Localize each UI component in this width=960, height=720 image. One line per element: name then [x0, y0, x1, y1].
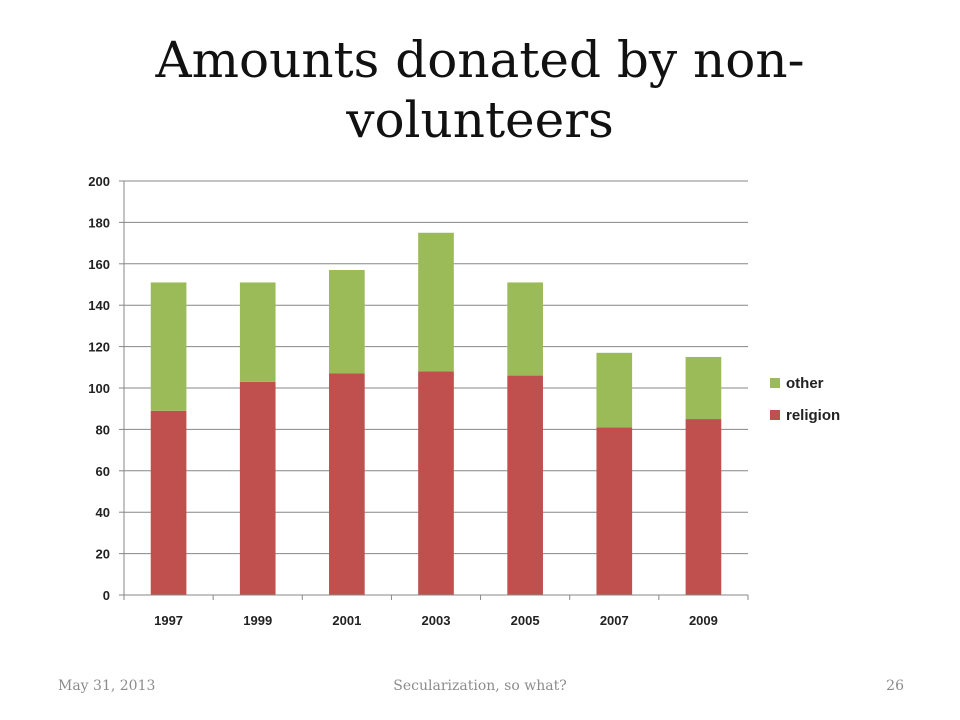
bar-other-2005 — [507, 282, 543, 376]
bar-religion-1997 — [150, 410, 187, 595]
x-tick-label: 2007 — [600, 613, 629, 628]
x-tick-label: 2003 — [422, 613, 451, 628]
x-tick-label: 2009 — [689, 613, 718, 628]
legend: other religion — [770, 375, 840, 424]
footer-page-number: 26 — [886, 678, 904, 694]
bar-other-1999 — [239, 282, 276, 382]
legend-label-other: other — [786, 375, 824, 392]
bar-other-2007 — [596, 352, 633, 428]
y-tick-label: 60 — [96, 464, 110, 479]
y-tick-label: 0 — [103, 588, 110, 603]
y-tick-label: 180 — [88, 215, 110, 230]
axes — [119, 180, 749, 600]
y-tick-label: 140 — [88, 298, 110, 313]
y-tick-label: 200 — [88, 174, 110, 189]
bar-religion-2001 — [329, 373, 365, 595]
bar-other-1997 — [150, 282, 187, 411]
bars — [150, 232, 722, 595]
bar-religion-2003 — [418, 371, 454, 595]
footer-subject: Secularization, so what? — [393, 678, 567, 694]
bar-religion-2005 — [507, 375, 543, 595]
footer-date: May 31, 2013 — [58, 678, 156, 694]
x-tick-label: 2005 — [511, 613, 540, 628]
legend-swatch-religion — [770, 410, 780, 420]
y-tick-labels: 0 20 40 60 80 100 120 140 160 180 200 — [88, 174, 110, 603]
slide-title: Amounts donated by non- volunteers — [80, 30, 880, 150]
x-tick-label: 2001 — [332, 613, 361, 628]
y-tick-label: 100 — [88, 381, 110, 396]
legend-label-religion: religion — [786, 407, 840, 424]
x-tick-label: 1999 — [243, 613, 272, 628]
x-tick-labels: 1997 1999 2001 2003 2005 2007 2009 — [154, 613, 718, 628]
legend-swatch-other — [770, 378, 780, 388]
bar-religion-2009 — [685, 419, 722, 595]
bar-other-2001 — [329, 270, 365, 374]
y-tick-label: 40 — [96, 505, 110, 520]
y-tick-label: 20 — [96, 547, 110, 562]
bar-other-2003 — [418, 232, 454, 372]
y-tick-label: 160 — [88, 257, 110, 272]
bar-religion-1999 — [239, 381, 276, 595]
bar-other-2009 — [685, 356, 722, 420]
slide-title-line-1: Amounts donated by non- — [155, 31, 805, 89]
y-tick-label: 80 — [96, 422, 110, 437]
slide-title-line-2: volunteers — [346, 91, 614, 149]
bar-religion-2007 — [596, 427, 633, 595]
y-tick-label: 120 — [88, 340, 110, 355]
x-tick-label: 1997 — [154, 613, 183, 628]
